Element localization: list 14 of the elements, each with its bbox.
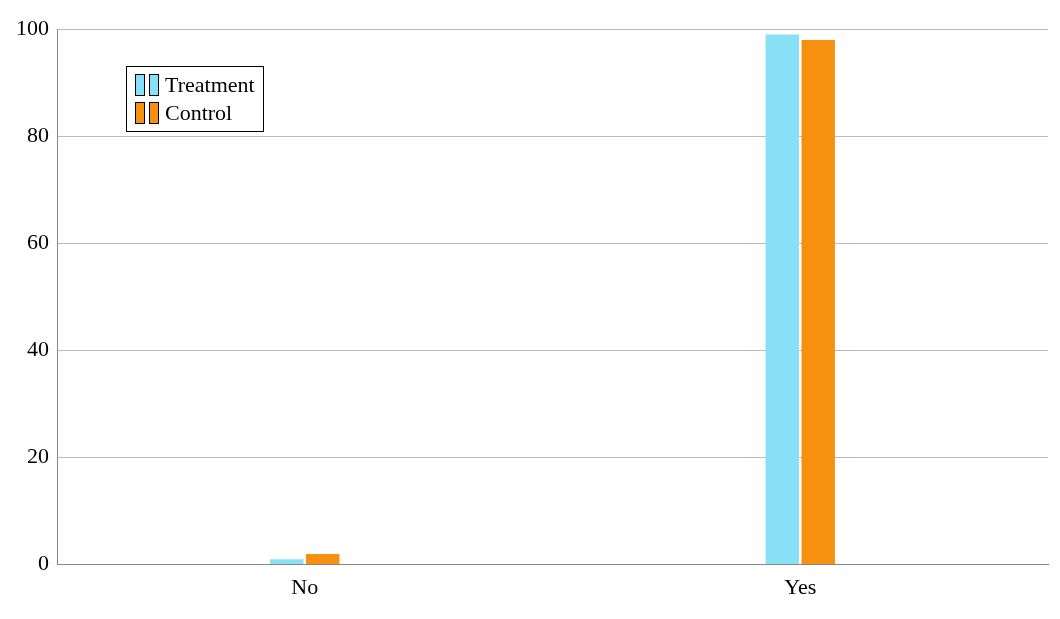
y-tick-label: 80 [27,122,49,148]
y-tick-label: 40 [27,336,49,362]
y-tick-label: 100 [16,14,49,40]
x-tick-label: Yes [784,573,817,599]
bar [270,559,304,565]
legend-label: Control [165,99,233,127]
x-tick-label: No [291,573,319,599]
y-tick-label: 0 [38,550,49,576]
bar [306,553,340,565]
y-tick-label: 20 [27,443,49,469]
legend-label: Treatment [165,71,255,99]
bar [801,39,835,565]
bar [765,34,799,565]
y-tick-label: 60 [27,229,49,255]
